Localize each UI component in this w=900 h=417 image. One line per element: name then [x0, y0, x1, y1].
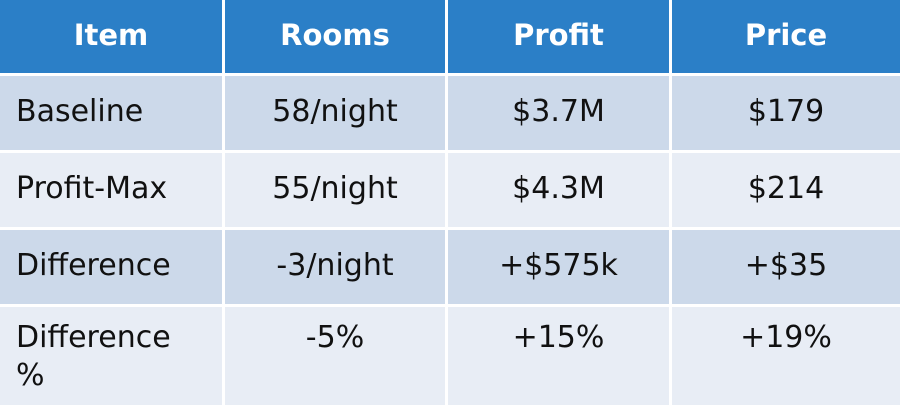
header-profit: Profit: [448, 0, 669, 73]
table-row: Profit-Max 55/night $4.3M $214: [0, 153, 900, 227]
cell-item: Difference: [0, 230, 222, 304]
cell-rooms: 55/night: [225, 153, 445, 227]
cell-rooms: -3/night: [225, 230, 445, 304]
cell-price: $214: [672, 153, 900, 227]
cell-profit: +15%: [448, 307, 669, 405]
cell-profit: $4.3M: [448, 153, 669, 227]
cell-price: $179: [672, 76, 900, 150]
table-row: Difference % -5% +15% +19%: [0, 307, 900, 405]
header-item: Item: [0, 0, 222, 73]
cell-rooms: 58/night: [225, 76, 445, 150]
cell-item: Baseline: [0, 76, 222, 150]
cell-profit: $3.7M: [448, 76, 669, 150]
table-header-row: Item Rooms Profit Price: [0, 0, 900, 73]
cell-profit: +$575k: [448, 230, 669, 304]
header-price: Price: [672, 0, 900, 73]
header-rooms: Rooms: [225, 0, 445, 73]
table-row: Difference -3/night +$575k +$35: [0, 230, 900, 304]
cell-price: +$35: [672, 230, 900, 304]
cell-price: +19%: [672, 307, 900, 405]
cell-item: Profit-Max: [0, 153, 222, 227]
cell-item: Difference %: [0, 307, 222, 405]
table-row: Baseline 58/night $3.7M $179: [0, 76, 900, 150]
cell-rooms: -5%: [225, 307, 445, 405]
